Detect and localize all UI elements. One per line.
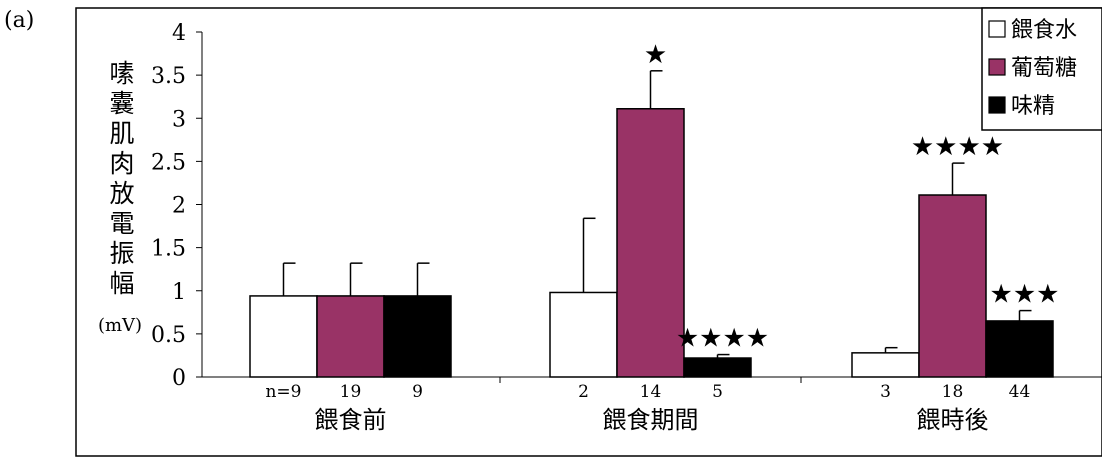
- legend-label: 葡萄糖: [1011, 56, 1077, 81]
- significance-stars: ★★★: [990, 280, 1060, 310]
- significance-stars: ★★★★: [911, 132, 1004, 162]
- x-group-label: 餵食前: [315, 406, 387, 434]
- sample-size-label: n=9: [265, 382, 301, 402]
- bar: [383, 295, 452, 378]
- y-axis-label-char: 嗉: [109, 59, 134, 88]
- y-axis-unit: (mV): [98, 315, 142, 336]
- y-tick-label: 4: [172, 21, 186, 46]
- legend-label: 餵食水: [1011, 18, 1077, 43]
- y-tick-label: 1: [172, 280, 186, 305]
- bar: [549, 291, 618, 378]
- chart-frame: [75, 7, 1102, 457]
- sample-size-label: 14: [640, 382, 662, 402]
- y-tick-label: 3.5: [151, 64, 186, 89]
- bar: [616, 108, 685, 378]
- legend-swatch: [988, 20, 1006, 38]
- bar: [316, 295, 385, 378]
- y-axis-label-char: 放: [109, 179, 134, 208]
- bar: [683, 357, 752, 378]
- x-group-label: 餵食期間: [603, 406, 699, 434]
- sample-size-label: 3: [880, 382, 891, 402]
- y-axis-label-char: 囊: [109, 89, 134, 118]
- y-tick-label: 0.5: [151, 323, 186, 348]
- sample-size-label: 44: [1009, 382, 1031, 402]
- significance-stars: ★★★★: [676, 324, 769, 354]
- y-axis-label-char: 肉: [109, 149, 134, 178]
- sample-size-label: 19: [340, 382, 362, 402]
- bar: [249, 295, 318, 378]
- sample-size-label: 5: [712, 382, 723, 402]
- y-axis-label-char: 振: [109, 239, 134, 268]
- legend-label: 味精: [1011, 94, 1055, 119]
- y-tick-label: 2: [172, 194, 186, 219]
- legend-swatch: [988, 96, 1006, 114]
- y-axis-label-char: 肌: [109, 119, 134, 148]
- y-axis-label-char: 幅: [109, 269, 134, 298]
- y-tick-label: 2.5: [151, 150, 186, 175]
- bar: [985, 320, 1054, 378]
- sample-size-label: 18: [942, 382, 964, 402]
- y-tick-label: 0: [172, 366, 186, 391]
- y-tick-label: 3: [172, 107, 186, 132]
- panel-label: (a): [4, 8, 35, 33]
- x-group-label: 餵時後: [917, 406, 989, 434]
- sample-size-label: 2: [578, 382, 589, 402]
- y-axis-label-char: 電: [109, 209, 134, 238]
- significance-stars: ★: [644, 40, 667, 70]
- legend-swatch: [988, 58, 1006, 76]
- sample-size-label: 9: [412, 382, 423, 402]
- y-tick-label: 1.5: [151, 237, 186, 262]
- bar: [851, 352, 920, 378]
- bar: [918, 194, 987, 378]
